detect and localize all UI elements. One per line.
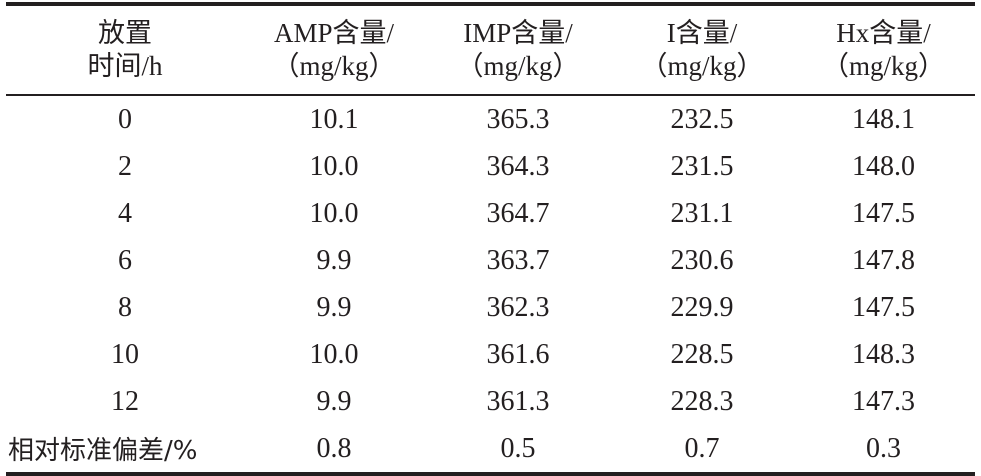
header-imp-line1: IMP含量/ <box>463 18 573 48</box>
cell-time: 10 <box>111 338 139 370</box>
cell-imp: 364.7 <box>486 197 550 229</box>
cell-hx: 148.0 <box>852 150 915 182</box>
header-time: 放置 时间/h <box>6 4 244 95</box>
cell-imp: 361.3 <box>486 385 550 417</box>
header-i-line1: I含量/ <box>666 18 738 48</box>
cell-hx: 148.1 <box>852 103 915 135</box>
cell-amp: 9.9 <box>316 244 352 276</box>
cell-amp: 10.0 <box>309 150 359 182</box>
cell-hx: 147.5 <box>852 197 915 229</box>
cell-time: 4 <box>118 197 132 229</box>
cell-hx: 148.3 <box>852 338 915 370</box>
header-time-line2: 时间/h <box>87 51 163 81</box>
rsd-row: 相对标准偏差/% 0.8 0.5 0.7 0.3 <box>6 425 975 474</box>
table-row: 4 10.0 364.7 231.1 147.5 <box>6 190 975 237</box>
header-amp-line1: AMP含量/ <box>273 18 395 48</box>
table-row: 0 10.1 365.3 232.5 148.1 <box>6 95 975 143</box>
cell-i: 228.5 <box>670 338 734 370</box>
rsd-amp: 0.8 <box>316 432 352 464</box>
cell-imp: 361.6 <box>486 338 550 370</box>
header-amp: AMP含量/ （mg/kg） <box>244 4 424 95</box>
table-row: 10 10.0 361.6 228.5 148.3 <box>6 331 975 378</box>
cell-hx: 147.8 <box>852 244 915 276</box>
rsd-i: 0.7 <box>684 432 720 464</box>
table-row: 12 9.9 361.3 228.3 147.3 <box>6 378 975 425</box>
rsd-hx: 0.3 <box>866 432 901 464</box>
cell-hx: 147.5 <box>852 291 915 323</box>
header-i: I含量/ （mg/kg） <box>612 4 792 95</box>
header-amp-line2: （mg/kg） <box>272 51 396 81</box>
data-table-container: 放置 时间/h AMP含量/ （mg/kg） IMP含量/ （mg/kg） I含… <box>6 2 975 476</box>
header-hx: Hx含量/ （mg/kg） <box>792 4 975 95</box>
header-imp: IMP含量/ （mg/kg） <box>424 4 612 95</box>
cell-imp: 365.3 <box>486 103 550 135</box>
table-body: 0 10.1 365.3 232.5 148.1 2 10.0 364.3 23… <box>6 95 975 474</box>
table-row: 2 10.0 364.3 231.5 148.0 <box>6 143 975 190</box>
cell-i: 230.6 <box>670 244 734 276</box>
cell-imp: 363.7 <box>486 244 550 276</box>
cell-amp: 9.9 <box>316 291 352 323</box>
cell-imp: 362.3 <box>486 291 550 323</box>
table-header: 放置 时间/h AMP含量/ （mg/kg） IMP含量/ （mg/kg） I含… <box>6 4 975 95</box>
cell-time: 0 <box>118 103 132 135</box>
rsd-imp: 0.5 <box>500 432 536 464</box>
cell-time: 6 <box>118 244 132 276</box>
header-i-line2: （mg/kg） <box>640 51 764 81</box>
rsd-label: 相对标准偏差/% <box>8 436 198 466</box>
cell-time: 2 <box>118 150 132 182</box>
cell-amp: 10.0 <box>309 338 359 370</box>
cell-amp: 10.0 <box>309 197 359 229</box>
cell-time: 8 <box>118 291 132 323</box>
cell-imp: 364.3 <box>486 150 550 182</box>
cell-amp: 9.9 <box>316 385 352 417</box>
cell-i: 232.5 <box>670 103 734 135</box>
cell-hx: 147.3 <box>852 385 915 417</box>
header-hx-line2: （mg/kg） <box>821 51 945 81</box>
cell-i: 228.3 <box>670 385 734 417</box>
cell-i: 229.9 <box>670 291 734 323</box>
table-row: 6 9.9 363.7 230.6 147.8 <box>6 237 975 284</box>
table-row: 8 9.9 362.3 229.9 147.5 <box>6 284 975 331</box>
cell-i: 231.1 <box>670 197 734 229</box>
cell-time: 12 <box>111 385 139 417</box>
header-time-line1: 放置 <box>98 18 152 48</box>
header-row: 放置 时间/h AMP含量/ （mg/kg） IMP含量/ （mg/kg） I含… <box>6 4 975 95</box>
data-table: 放置 时间/h AMP含量/ （mg/kg） IMP含量/ （mg/kg） I含… <box>6 2 975 476</box>
header-hx-line1: Hx含量/ <box>836 18 931 48</box>
cell-amp: 10.1 <box>309 103 359 135</box>
cell-i: 231.5 <box>670 150 734 182</box>
header-imp-line2: （mg/kg） <box>456 51 580 81</box>
